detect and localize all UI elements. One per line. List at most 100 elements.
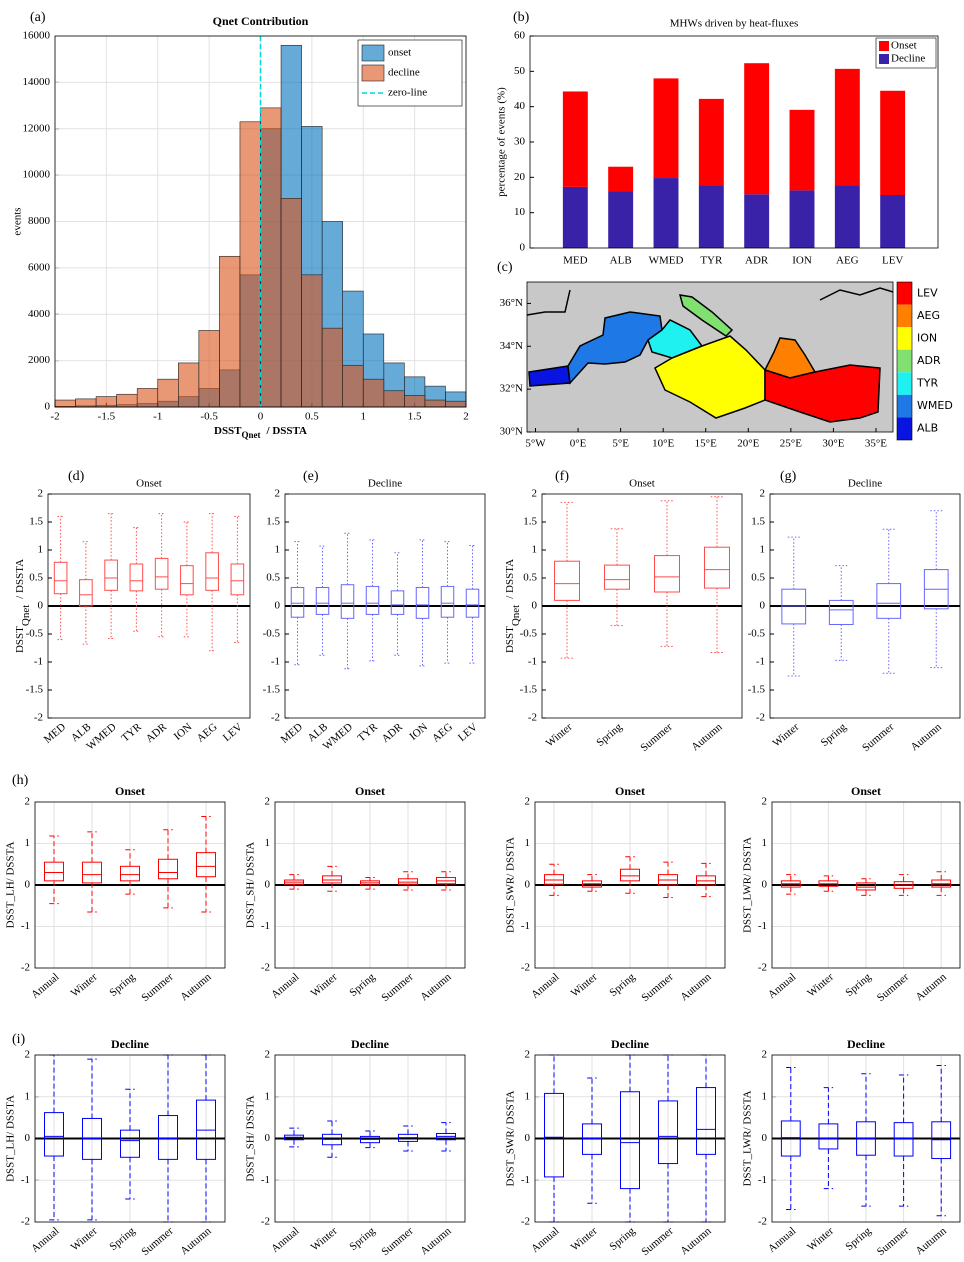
panel-label: (g) <box>780 469 797 484</box>
y-tick-label: 1 <box>525 1090 531 1102</box>
y-tick-label: -1 <box>21 1174 30 1186</box>
whisker-lower <box>133 590 140 632</box>
whisker-upper <box>823 875 834 881</box>
whisker-lower <box>786 1156 796 1210</box>
y-tick-label: 0 <box>762 1132 768 1144</box>
whisker-lower <box>560 600 574 659</box>
colorbar-frame <box>896 281 913 441</box>
bar-segment <box>698 185 724 248</box>
y-tick-label: 10 <box>514 206 526 218</box>
y-tick-label: 34°N <box>500 340 523 352</box>
whisker-lower <box>125 1157 135 1200</box>
x-tick-label: Winter <box>69 971 100 1000</box>
x-tick-label: -0.5 <box>200 411 218 423</box>
whisker-upper <box>835 565 848 601</box>
y-tick-label: -1 <box>528 656 537 668</box>
whisker-lower <box>441 883 451 891</box>
histogram-bar <box>260 107 282 408</box>
whisker-upper <box>49 835 59 863</box>
whisker-upper <box>87 1058 97 1119</box>
colorbar-cell <box>897 327 912 350</box>
whisker-lower <box>49 1156 59 1221</box>
whisker-lower <box>936 1158 946 1217</box>
legend-label: Onset <box>891 40 917 52</box>
y-tick-label: -1 <box>271 656 280 668</box>
box <box>44 861 64 882</box>
whisker-lower <box>898 1156 909 1207</box>
x-tick-label: 20°E <box>737 438 759 450</box>
x-tick-label: Spring <box>607 1225 638 1253</box>
whisker-lower <box>936 887 946 896</box>
x-axis-label-main: DSST <box>214 425 242 437</box>
colorbar-label: AEG <box>917 309 940 322</box>
chart-title: Decline <box>848 478 882 490</box>
x-tick-label: Winter <box>309 1225 340 1254</box>
whisker-lower <box>327 882 337 892</box>
y-tick-label: -2 <box>521 1216 530 1228</box>
x-axis-label-sub: Qnet <box>242 430 261 440</box>
whisker-lower <box>660 592 674 647</box>
box <box>390 590 405 615</box>
box <box>465 588 480 618</box>
panel-label: (c) <box>497 260 513 275</box>
chart-title: Decline <box>111 1037 150 1051</box>
whisker-lower <box>234 594 241 643</box>
histogram-bar <box>136 388 159 408</box>
box <box>582 1123 602 1155</box>
y-tick-label: -1.5 <box>520 684 538 696</box>
whisker-lower <box>327 1144 337 1158</box>
whisker-lower <box>319 614 326 656</box>
x-tick-label: Winter <box>309 971 340 1000</box>
whisker-lower <box>930 608 943 669</box>
axes-frame <box>274 801 466 969</box>
whisker-upper <box>201 816 211 853</box>
y-tick-label: 1 <box>762 1090 768 1102</box>
chart-title: Onset <box>136 478 162 490</box>
whisker-upper <box>701 862 711 876</box>
x-tick-label: Spring <box>607 971 638 999</box>
box <box>53 561 68 595</box>
axes-frame <box>34 801 226 969</box>
x-tick-label: LEV <box>221 721 245 744</box>
x-tick-label: 10°E <box>652 438 674 450</box>
whisker-lower <box>294 617 301 666</box>
x-tick-label: Winter <box>805 971 836 1000</box>
y-tick-label: 0.5 <box>751 572 765 584</box>
y-tick-label: 2 <box>25 796 31 808</box>
box <box>322 875 342 884</box>
axes-frame <box>526 281 894 433</box>
box <box>82 861 102 884</box>
y-tick-label: 1 <box>762 837 768 849</box>
colorbar-cell <box>897 282 912 305</box>
x-tick-label: Summer <box>875 971 912 1004</box>
whisker-upper <box>365 1130 375 1137</box>
box <box>365 585 380 615</box>
whisker-upper <box>394 552 401 591</box>
histogram-bar <box>280 198 302 408</box>
y-axis-label-rest: / DSSTA <box>14 559 26 599</box>
whisker-lower <box>49 880 59 905</box>
bar-segment <box>608 166 634 192</box>
box <box>658 1100 678 1165</box>
box <box>120 1129 140 1158</box>
whisker-lower <box>369 614 376 662</box>
whisker-upper <box>610 528 624 566</box>
y-tick-label: 0 <box>38 600 44 612</box>
y-tick-label: -1 <box>21 920 30 932</box>
whisker-upper <box>898 1074 909 1123</box>
y-tick-label: 1 <box>25 837 31 849</box>
histogram-bar <box>239 121 261 408</box>
y-tick-label: -2 <box>21 962 30 974</box>
legend-label: zero-line <box>388 87 427 99</box>
whisker-upper <box>930 510 943 570</box>
box <box>44 1112 64 1157</box>
y-tick-label: -2 <box>521 962 530 974</box>
region-tyr <box>647 319 704 359</box>
x-tick-label: AEG <box>430 721 455 745</box>
panel-label: (a) <box>30 10 46 25</box>
whisker-lower <box>365 885 375 890</box>
histogram-bar <box>157 378 179 408</box>
whisker-upper <box>125 849 135 867</box>
chart-title: Onset <box>115 784 145 798</box>
